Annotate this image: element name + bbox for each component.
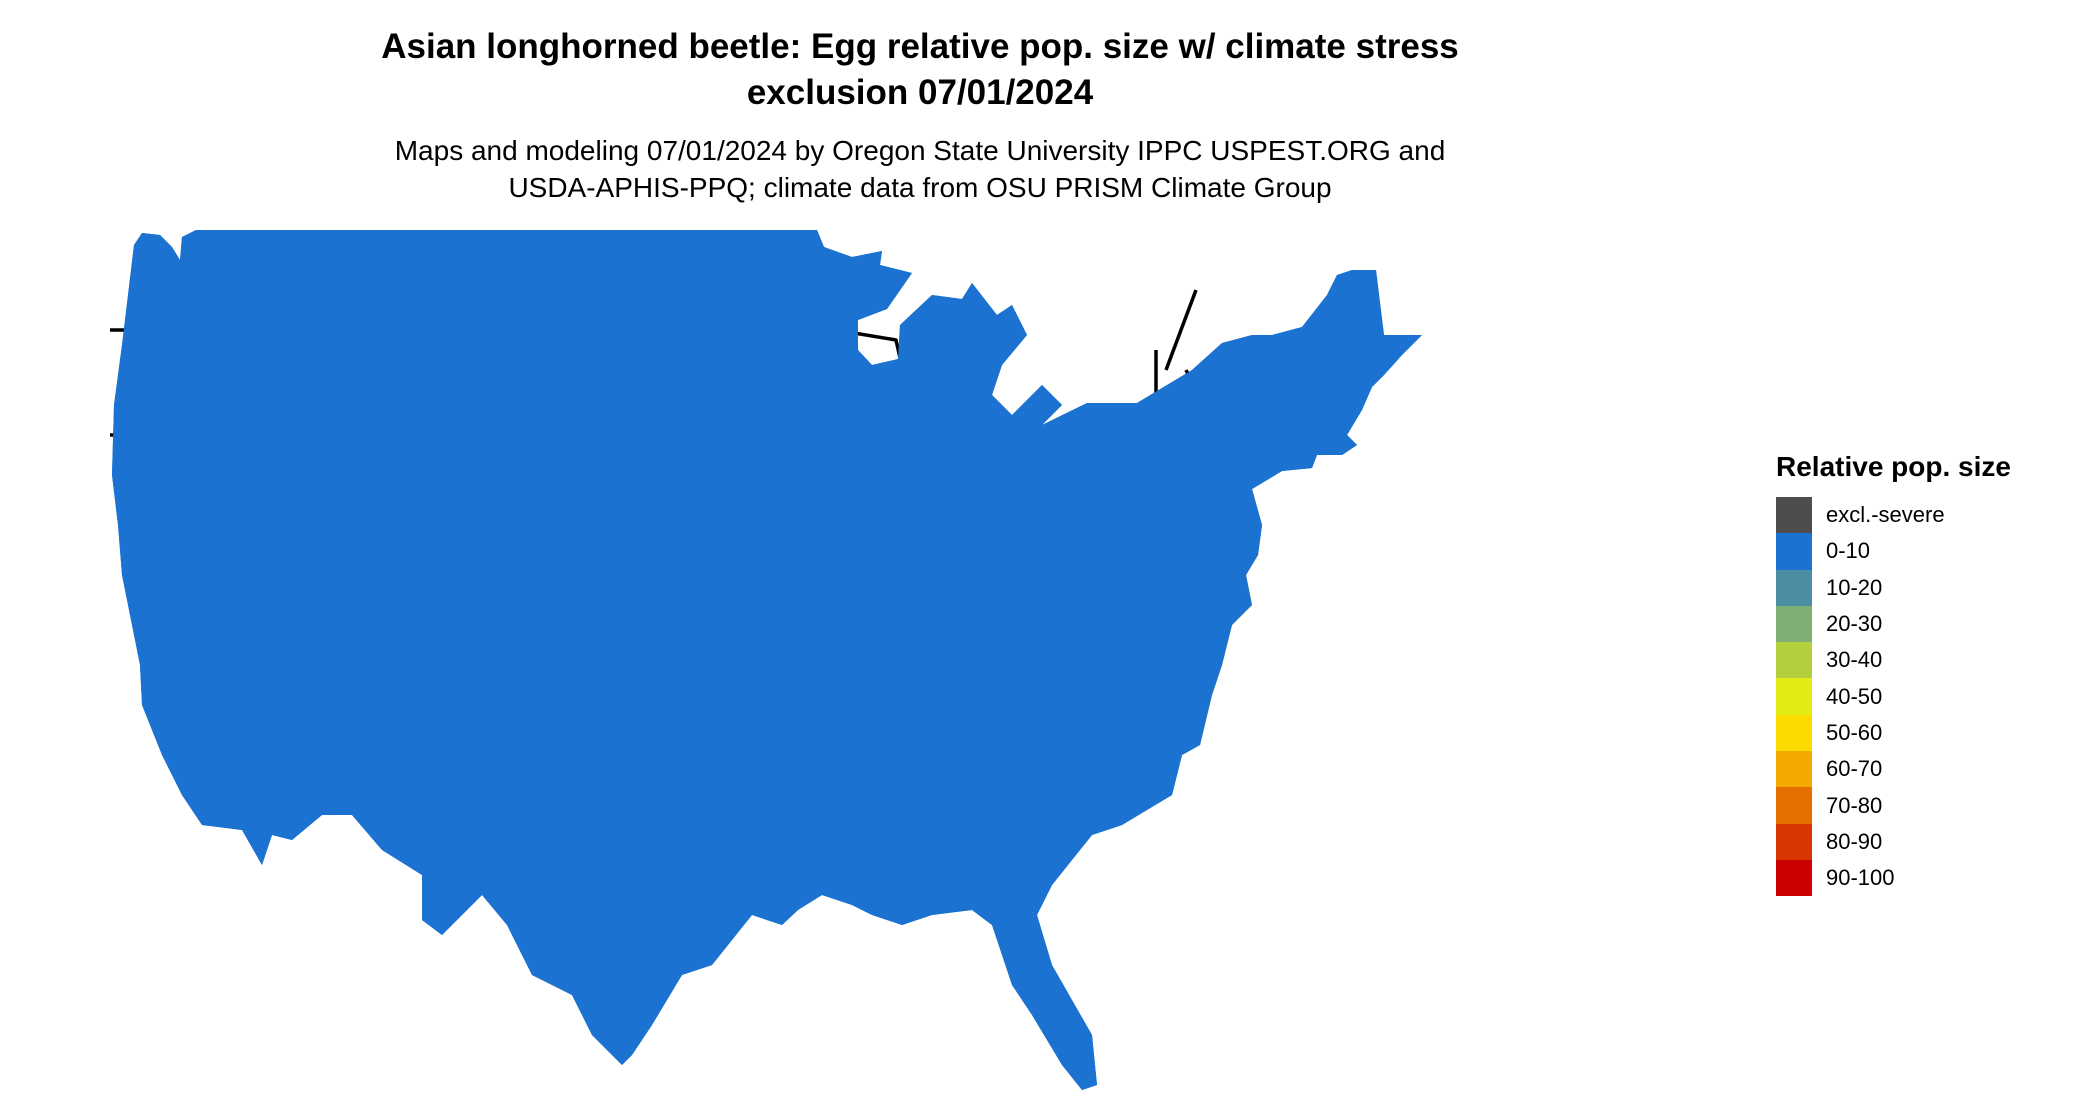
legend-swatch xyxy=(1776,678,1812,715)
band-40-50 xyxy=(1246,596,1422,744)
map-title-line-1: Asian longhorned beetle: Egg relative po… xyxy=(381,27,1459,66)
legend-swatch xyxy=(1776,533,1812,570)
legend-label: 10-20 xyxy=(1826,574,1883,600)
legend-item: 20-30 xyxy=(1776,605,2011,643)
map-legend: Relative pop. size excl.-severe 0-10 10-20… xyxy=(1776,449,2011,897)
state-boundary xyxy=(1164,289,1198,371)
legend-label: 20-30 xyxy=(1826,611,1883,637)
legend-swatch xyxy=(1776,642,1812,679)
map-title-line-2: exclusion 07/01/2024 xyxy=(746,73,1094,112)
legend-item: 10-20 xyxy=(1776,569,2011,606)
legend-label: 80-90 xyxy=(1826,828,1883,854)
legend-label: 0-10 xyxy=(1826,538,1871,564)
legend-swatch xyxy=(1776,859,1812,897)
legend-label: 90-100 xyxy=(1826,865,1895,891)
legend-item: 50-60 xyxy=(1776,714,2011,752)
legend-item: 30-40 xyxy=(1776,642,2011,679)
us-outline xyxy=(110,230,1424,1092)
map-subtitle-line-1: Maps and modeling 07/01/2024 by Oregon S… xyxy=(394,135,1446,166)
band-50-60 xyxy=(1303,614,1422,706)
band-10-20 xyxy=(1366,470,1422,530)
us-map xyxy=(110,230,1424,1092)
legend-items: excl.-severe 0-10 10-20 20-30 30-40 40-50 50-6… xyxy=(1776,497,2011,897)
legend-swatch xyxy=(1776,497,1812,534)
legend-swatch xyxy=(1776,787,1812,824)
legend-item: 70-80 xyxy=(1776,787,2011,824)
legend-item: 40-50 xyxy=(1776,678,2011,715)
legend-title: Relative pop. size xyxy=(1776,451,2011,482)
map-subtitle-line-2: USDA-APHIS-PPQ; climate data from OSU PR… xyxy=(508,172,1332,203)
legend-label: 40-50 xyxy=(1826,683,1883,709)
legend-item: 0-10 xyxy=(1776,533,2011,570)
legend-label: 60-70 xyxy=(1826,756,1883,782)
legend-swatch xyxy=(1776,605,1812,643)
legend-item: 90-100 xyxy=(1776,859,2011,897)
legend-item: 60-70 xyxy=(1776,751,2011,788)
legend-label: excl.-severe xyxy=(1826,502,1945,528)
legend-item: 80-90 xyxy=(1776,823,2011,860)
legend-swatch xyxy=(1776,569,1812,606)
legend-item: excl.-severe xyxy=(1776,497,2011,534)
title-block: Asian longhorned beetle: Egg relative po… xyxy=(0,24,1840,206)
legend-label: 70-80 xyxy=(1826,792,1883,818)
legend-swatch xyxy=(1776,714,1812,752)
legend-swatch xyxy=(1776,751,1812,788)
legend-label: 50-60 xyxy=(1826,719,1883,745)
legend-label: 30-40 xyxy=(1826,647,1883,673)
legend-swatch xyxy=(1776,823,1812,860)
